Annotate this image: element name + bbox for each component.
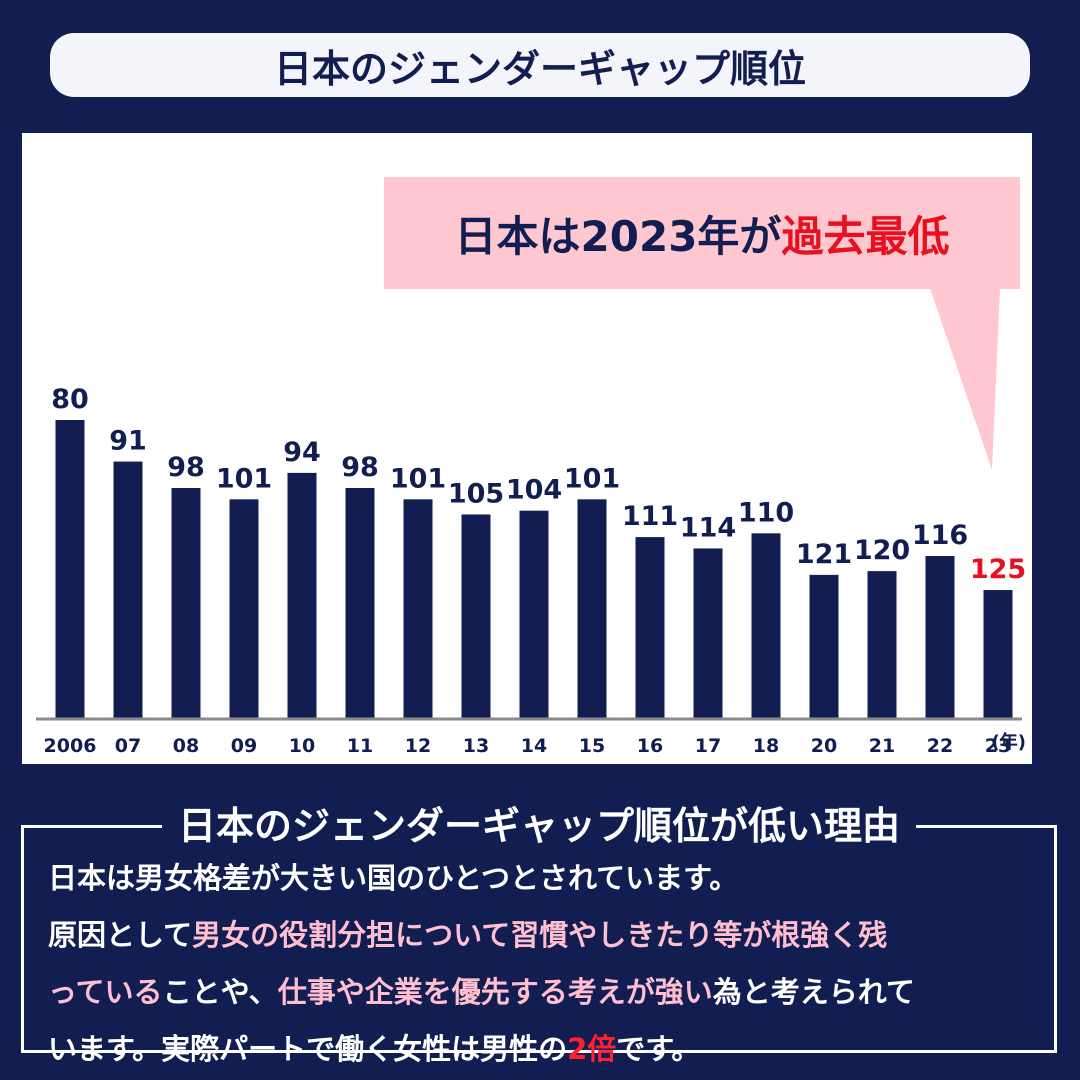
page-title: 日本のジェンダーギャップ順位 bbox=[50, 33, 1030, 97]
data-label: 111 bbox=[622, 501, 678, 532]
x-tick-label: 23 bbox=[985, 735, 1011, 757]
data-label: 114 bbox=[680, 512, 736, 543]
x-tick-label: 14 bbox=[521, 735, 547, 757]
chart-panel: 80 2006 91 07 98 08 101 09 94 10 98 11 101 12 105 13 104… bbox=[22, 133, 1032, 764]
reason-segment: 日本は男女格差が大きい国のひとつとされています。 bbox=[48, 861, 739, 895]
x-tick-label: 2006 bbox=[44, 735, 97, 757]
bar bbox=[287, 472, 317, 719]
bar bbox=[461, 514, 491, 719]
bar bbox=[867, 571, 897, 719]
data-label: 98 bbox=[167, 452, 205, 483]
reason-title: 日本のジェンダーギャップ順位が低い理由 bbox=[161, 801, 917, 851]
bar bbox=[983, 590, 1013, 719]
data-label: 121 bbox=[796, 539, 852, 570]
bar bbox=[519, 510, 549, 719]
reason-line: っていることや、仕事や企業を優先する考えが強い為と考えられて bbox=[48, 964, 1044, 1021]
reason-segment: 仕事や企業を優先する考えが強い bbox=[277, 975, 713, 1009]
x-tick-label: 16 bbox=[637, 735, 663, 757]
x-tick-label: 17 bbox=[695, 735, 721, 757]
reason-segment: 2倍 bbox=[567, 1032, 617, 1066]
reason-segment: っている bbox=[48, 975, 163, 1009]
data-label: 94 bbox=[283, 437, 321, 468]
reason-segment: 男女の役割分担について習慣やしきたり等が根強く残 bbox=[192, 918, 888, 952]
x-tick-label: 22 bbox=[927, 735, 953, 757]
reason-line: 原因として男女の役割分担について習慣やしきたり等が根強く残 bbox=[48, 907, 1044, 964]
data-label: 110 bbox=[738, 497, 794, 528]
data-label: 101 bbox=[390, 463, 446, 494]
bar bbox=[345, 488, 375, 719]
x-tick-label: 11 bbox=[347, 735, 373, 757]
data-label: 125 bbox=[970, 554, 1026, 585]
data-label: 104 bbox=[506, 475, 562, 506]
reason-segment: です。 bbox=[616, 1032, 701, 1066]
data-label: 105 bbox=[448, 478, 504, 509]
callout-text: 日本は2023年が bbox=[454, 211, 782, 261]
callout-bubble: 日本は2023年が 過去最低 bbox=[384, 177, 1020, 289]
bar bbox=[635, 537, 665, 719]
data-label: 98 bbox=[341, 452, 379, 483]
x-tick-label: 13 bbox=[463, 735, 489, 757]
reason-box: 日本のジェンダーギャップ順位が低い理由 日本は男女格差が大きい国のひとつとされて… bbox=[21, 801, 1057, 1066]
x-tick-label: 12 bbox=[405, 735, 431, 757]
x-tick-label: 15 bbox=[579, 735, 605, 757]
callout-highlight: 過去最低 bbox=[781, 211, 950, 261]
bar-chart: 80 2006 91 07 98 08 101 09 94 10 98 11 101 12 105 13 104… bbox=[36, 288, 1026, 757]
bar bbox=[403, 499, 433, 719]
x-tick-label: 21 bbox=[869, 735, 895, 757]
reason-line: 日本は男女格差が大きい国のひとつとされています。 bbox=[48, 850, 1044, 907]
bar bbox=[693, 548, 723, 719]
bar bbox=[229, 499, 259, 719]
bar bbox=[171, 488, 201, 719]
x-axis-unit: (年) bbox=[992, 731, 1026, 753]
data-label: 116 bbox=[912, 520, 968, 551]
x-tick-label: 07 bbox=[115, 735, 141, 757]
reason-segment: 為と考えられて bbox=[712, 975, 915, 1009]
bar bbox=[925, 556, 955, 719]
callout-tail bbox=[930, 288, 1000, 470]
x-tick-label: 09 bbox=[231, 735, 257, 757]
data-label: 101 bbox=[216, 463, 272, 494]
x-tick-label: 10 bbox=[289, 735, 315, 757]
reason-segment: います。実際パートで働く女性は男性の bbox=[48, 1032, 568, 1066]
reason-segment: ことや、 bbox=[162, 975, 278, 1009]
x-tick-label: 18 bbox=[753, 735, 779, 757]
reason-body: 日本は男女格差が大きい国のひとつとされています。 原因として男女の役割分担について… bbox=[48, 850, 1044, 1078]
bar bbox=[113, 461, 143, 719]
data-label: 101 bbox=[564, 463, 620, 494]
data-label: 80 bbox=[51, 384, 89, 415]
x-tick-label: 20 bbox=[811, 735, 837, 757]
reason-line: います。実際パートで働く女性は男性の2倍です。 bbox=[48, 1021, 1044, 1078]
bar bbox=[751, 533, 781, 719]
data-label: 91 bbox=[109, 426, 147, 457]
bar bbox=[577, 499, 607, 719]
bar bbox=[809, 574, 839, 719]
bar bbox=[55, 420, 85, 719]
x-tick-label: 08 bbox=[173, 735, 199, 757]
reason-segment: 原因として bbox=[48, 918, 193, 952]
data-label: 120 bbox=[854, 535, 910, 566]
